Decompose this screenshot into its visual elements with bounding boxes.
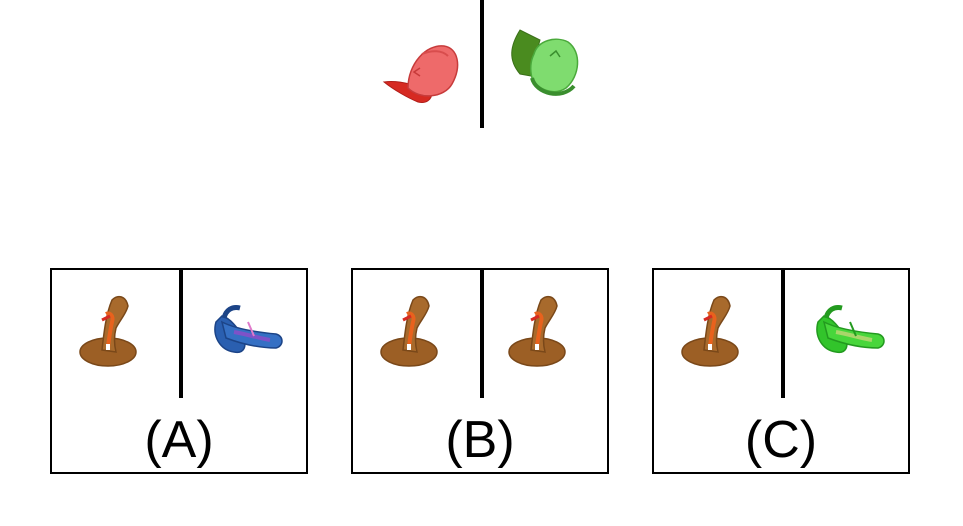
prompt-divider — [480, 0, 484, 128]
option-a[interactable]: (A) — [50, 268, 308, 474]
option-label: (A) — [144, 411, 214, 469]
blue-toy-figure-icon — [204, 292, 288, 377]
brown-toy-figure-icon — [377, 292, 457, 377]
option-label: (B) — [445, 411, 515, 469]
brown-toy-figure-icon — [678, 292, 758, 377]
prompt-pair — [360, 0, 600, 130]
option-a-divider — [179, 270, 183, 398]
brown-toy-figure-icon — [76, 292, 156, 377]
option-c[interactable]: (C) — [652, 268, 910, 474]
option-b[interactable]: (B) — [351, 268, 609, 474]
green-toy-figure-icon — [806, 292, 890, 377]
brown-toy-figure-icon — [505, 292, 585, 377]
green-cap-icon — [502, 26, 592, 111]
option-b-divider — [480, 270, 484, 398]
option-label: (C) — [744, 411, 818, 469]
option-c-divider — [781, 270, 785, 398]
red-cap-icon — [374, 34, 464, 119]
